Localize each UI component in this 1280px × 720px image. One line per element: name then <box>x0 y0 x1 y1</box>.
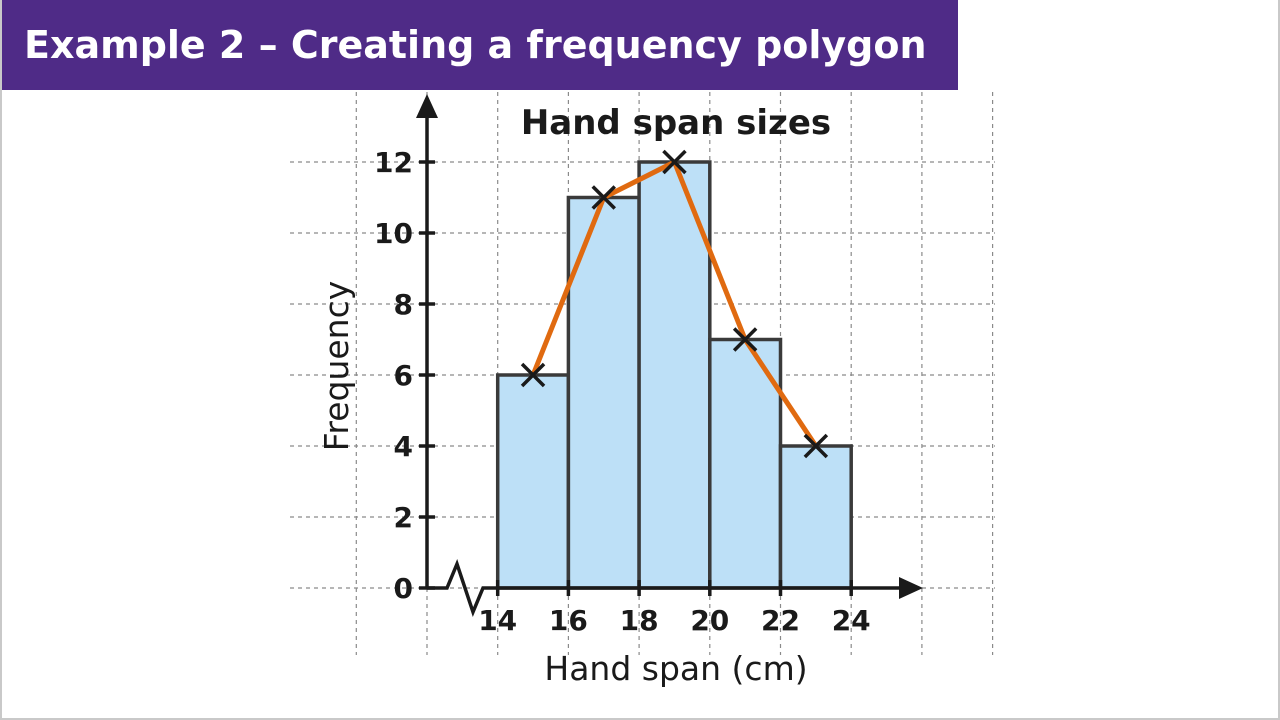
cross-stroke <box>591 185 616 210</box>
x-tick-label: 24 <box>832 604 871 637</box>
polygon-point-marker <box>662 149 687 175</box>
axes <box>416 94 923 617</box>
polygon-point-marker <box>591 185 616 210</box>
chart-title: Hand span sizes <box>521 103 831 143</box>
x-tick-label: 22 <box>761 604 800 637</box>
x-axis-line <box>427 559 905 617</box>
frequency-polygon <box>520 149 829 459</box>
y-axis-arrowhead <box>416 94 438 118</box>
polygon-point-marker <box>520 362 546 388</box>
x-axis-arrowhead <box>899 577 923 599</box>
polygon-point-marker <box>732 327 758 352</box>
cross-stroke <box>520 362 546 388</box>
histogram-bar <box>495 373 571 590</box>
x-tick-label: 16 <box>549 604 588 637</box>
y-tick-label: 10 <box>374 217 413 250</box>
x-tick-label: 20 <box>690 604 729 637</box>
cross-stroke <box>662 149 687 175</box>
page-title: Example 2 – Creating a frequency polygon <box>24 23 927 67</box>
cross-stroke <box>803 433 829 459</box>
y-axis-label: Frequency <box>317 281 356 451</box>
y-tick-label: 6 <box>394 359 413 392</box>
cross-stroke <box>732 327 758 352</box>
histogram-bar <box>778 444 853 590</box>
x-tick-label: 14 <box>478 604 517 637</box>
slide-border <box>0 0 2 720</box>
x-tick-label: 18 <box>620 604 659 637</box>
slide-border <box>1278 0 1280 720</box>
histogram-bars <box>495 160 853 590</box>
y-tick-label: 8 <box>394 288 413 321</box>
y-tick-label: 4 <box>394 430 413 463</box>
title-banner: Example 2 – Creating a frequency polygon <box>0 0 958 90</box>
y-tick-label: 0 <box>394 572 413 605</box>
y-tick-label: 12 <box>374 146 413 179</box>
x-axis-label: Hand span (cm) <box>544 649 807 688</box>
slide-border <box>0 718 1280 720</box>
polygon-point-marker <box>803 433 829 459</box>
y-tick-label: 2 <box>394 501 413 534</box>
